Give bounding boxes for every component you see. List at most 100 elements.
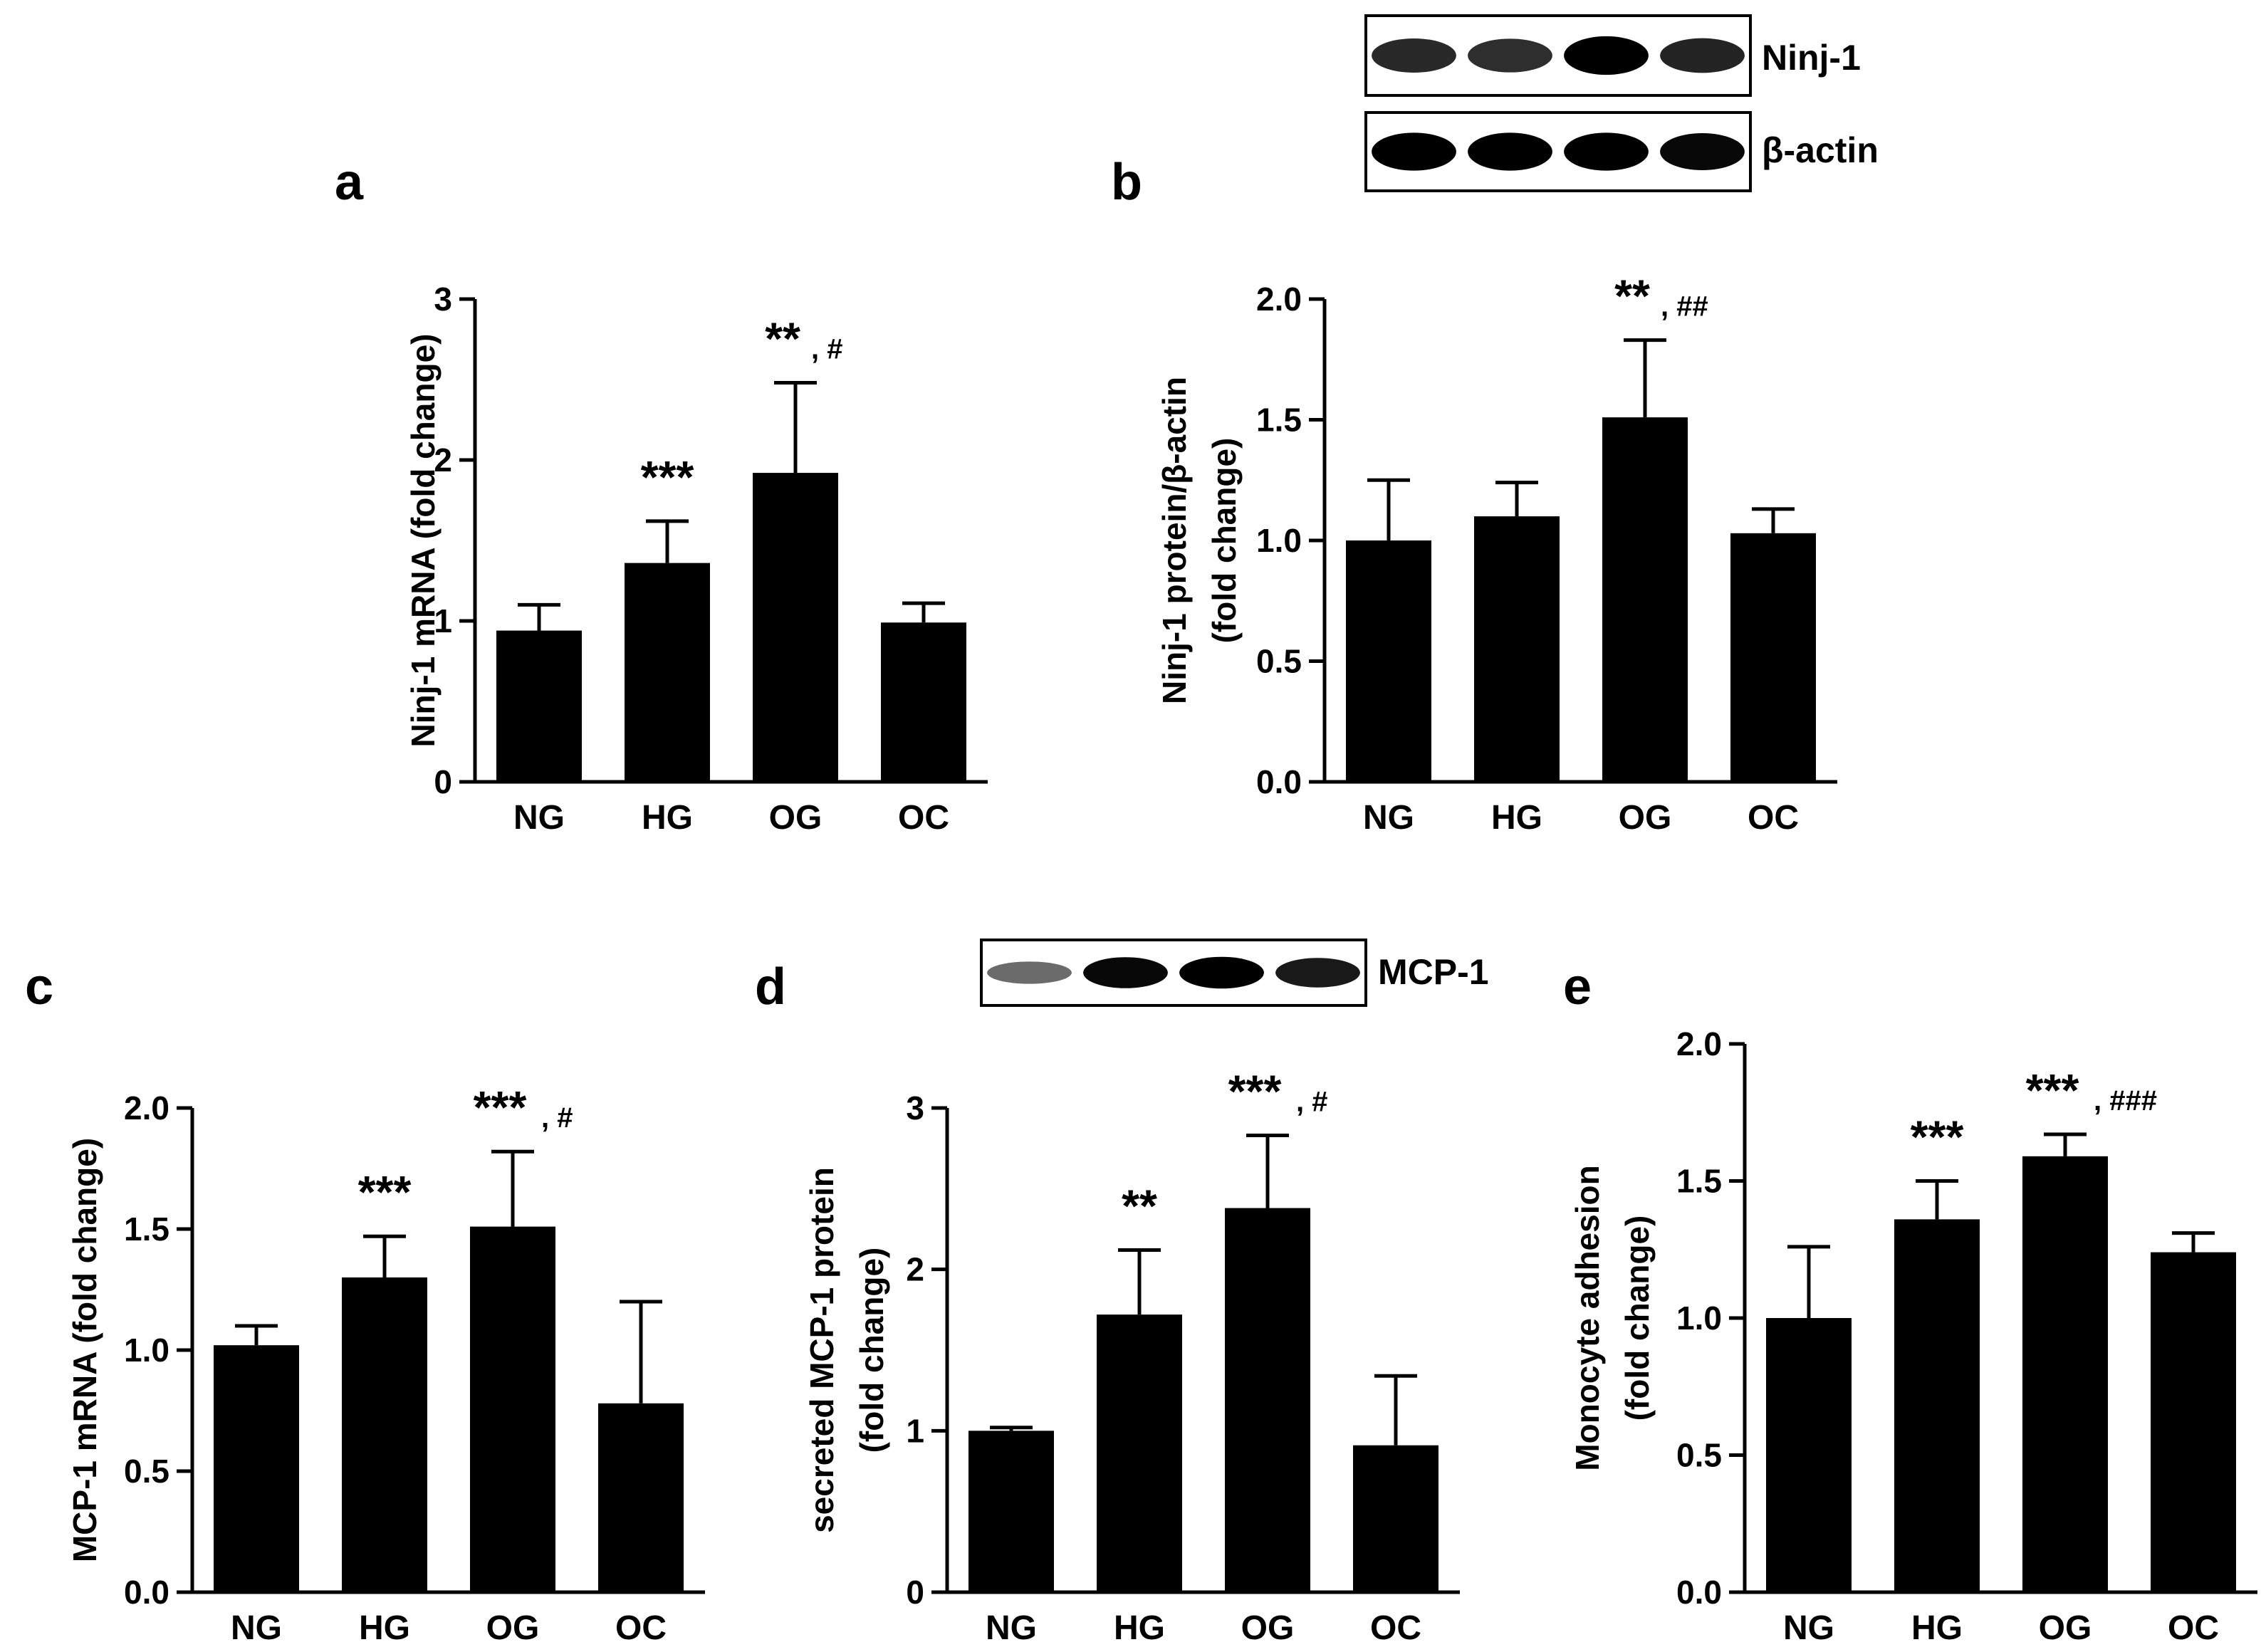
blot-band [1564, 132, 1649, 171]
panel-a: a 0 1 2 3 Ninj-1 mRNA (fold change) NG HG OG OC **… [335, 154, 988, 837]
bar-hg [1097, 1314, 1182, 1592]
x-tick-label: OC [1370, 1609, 1421, 1647]
y-tick-label: 1.5 [1676, 1163, 1722, 1200]
y-tick-label: 2 [434, 441, 452, 479]
bar-oc [1353, 1445, 1438, 1592]
bar-ng [496, 630, 582, 782]
x-tick-label: OC [2168, 1609, 2219, 1647]
panel-letter: d [755, 958, 786, 1015]
blot-band [1660, 132, 1745, 171]
blot-band [1372, 38, 1456, 73]
x-tick-label: NG [986, 1609, 1037, 1647]
y-tick-label: 0.5 [124, 1453, 169, 1490]
y-tick-label: 0 [906, 1574, 924, 1611]
x-tick-label: NG [1783, 1609, 1834, 1647]
y-tick-label: 1.5 [1256, 402, 1302, 439]
y-tick-label: 0.0 [1676, 1574, 1722, 1611]
blot-ninj1: Ninj-1 [1364, 14, 1861, 97]
bar-hg [625, 563, 710, 782]
y-tick-label: 2 [906, 1251, 924, 1288]
significance-stars: ** [1122, 1180, 1157, 1231]
bar-og [2022, 1156, 2108, 1592]
significance-hash: , # [541, 1102, 573, 1134]
bar-oc [2151, 1252, 2236, 1592]
y-tick-label: 0.0 [1256, 763, 1302, 800]
x-tick-label: OG [2039, 1609, 2092, 1647]
bar-hg [1474, 516, 1560, 782]
y-axis-label: (fold change) [1206, 438, 1243, 644]
significance-stars: *** [358, 1166, 412, 1218]
blot-mcp1: MCP-1 [980, 939, 1489, 1007]
blot-band [1179, 956, 1264, 989]
panel-letter: c [25, 958, 53, 1015]
y-tick-label: 1 [906, 1412, 924, 1449]
blot-label: β-actin [1762, 130, 1879, 170]
panel-b: b 0.0 0.5 1.0 1.5 2.0 Ninj-1 protein/β-actin (f… [1111, 154, 1837, 837]
y-tick-label: 1.0 [1256, 522, 1302, 559]
significance-stars: *** [1911, 1112, 1964, 1163]
y-tick-label: 0.0 [124, 1574, 169, 1611]
x-tick-label: OG [1241, 1609, 1295, 1647]
significance-hash: , ### [2094, 1085, 2157, 1117]
panel-letter: b [1111, 154, 1142, 211]
bar-oc [598, 1403, 684, 1592]
y-axis-label: Monocyte adhesion [1569, 1165, 1606, 1470]
x-tick-label: HG [1911, 1609, 1963, 1647]
x-tick-label: HG [359, 1609, 410, 1647]
bar-ng [1346, 540, 1431, 782]
x-tick-label: NG [1363, 799, 1414, 837]
y-tick-label: 0.5 [1676, 1437, 1722, 1474]
blot-label: MCP-1 [1378, 952, 1489, 992]
y-tick-label: 1.0 [1676, 1300, 1722, 1337]
y-tick-label: 2.0 [124, 1089, 169, 1126]
x-tick-label: HG [1114, 1609, 1165, 1647]
x-tick-label: OC [898, 799, 949, 837]
y-axis-label: (fold change) [1619, 1216, 1656, 1421]
significance-stars: *** [1228, 1066, 1282, 1117]
blot-band [1468, 132, 1552, 171]
bar-oc [881, 622, 966, 782]
blot-band [1275, 958, 1360, 988]
blot-band [1372, 132, 1456, 171]
panel-letter: e [1563, 958, 1592, 1015]
significance-hash: , ## [1661, 291, 1708, 323]
y-tick-label: 3 [434, 281, 452, 318]
y-tick-label: 2.0 [1256, 281, 1302, 318]
y-tick-label: 3 [906, 1089, 924, 1126]
y-tick-label: 0 [434, 763, 452, 800]
significance-stars: ** [765, 313, 800, 365]
bar-ng [1766, 1318, 1852, 1592]
blot-band [1564, 36, 1649, 75]
panel-d: d 0 1 2 3 secreted MCP-1 protein (fold change)… [755, 958, 1460, 1647]
significance-hash: , # [1296, 1087, 1327, 1118]
bar-ng [214, 1345, 299, 1592]
x-tick-label: HG [1491, 799, 1542, 837]
panel-e: e 0.0 0.5 1.0 1.5 2.0 Monocyte adhesion (fold c… [1563, 958, 2257, 1647]
bar-hg [1894, 1219, 1980, 1592]
y-axis-label: Ninj-1 mRNA (fold change) [404, 334, 442, 748]
blot-label: Ninj-1 [1762, 38, 1861, 78]
significance-stars: ** [1614, 271, 1650, 322]
y-tick-label: 1.0 [124, 1332, 169, 1369]
y-tick-label: 1 [434, 602, 452, 639]
y-axis-label: MCP-1 mRNA (fold change) [66, 1138, 103, 1562]
y-tick-label: 0.5 [1256, 643, 1302, 680]
bar-hg [342, 1277, 427, 1592]
panel-letter: a [335, 154, 364, 211]
blot-band [1660, 38, 1745, 73]
blot-beta-actin: β-actin [1364, 111, 1879, 192]
bar-og [1225, 1208, 1310, 1592]
x-tick-label: HG [642, 799, 693, 837]
significance-stars: *** [474, 1082, 527, 1133]
bar-ng [968, 1431, 1054, 1592]
y-axis-label: secreted MCP-1 protein [803, 1167, 840, 1533]
x-tick-label: OC [615, 1609, 667, 1647]
significance-hash: , # [811, 334, 842, 365]
x-tick-label: NG [231, 1609, 282, 1647]
y-axis-label: (fold change) [853, 1248, 890, 1453]
bar-oc [1730, 533, 1816, 782]
y-tick-label: 2.0 [1676, 1025, 1722, 1062]
bar-og [1602, 417, 1688, 782]
blot-band [1468, 38, 1552, 73]
